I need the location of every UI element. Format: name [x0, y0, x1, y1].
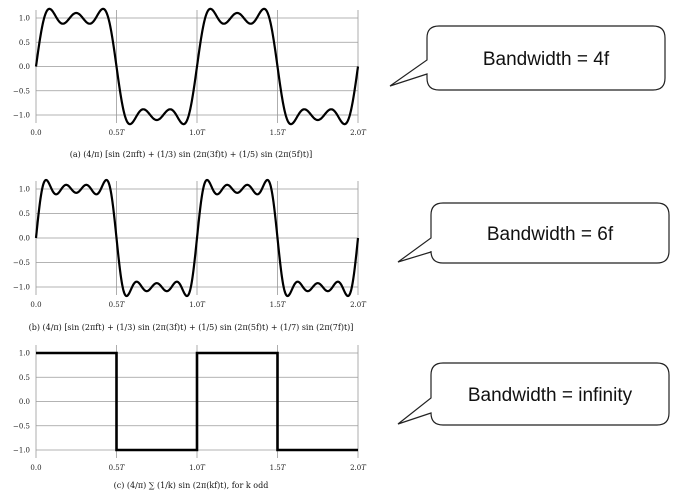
y-tick-label: 0.5	[19, 374, 30, 382]
y-tick-label: −1.0	[13, 284, 30, 292]
y-tick-label: 0.0	[19, 63, 30, 71]
y-tick-label: 0.5	[19, 210, 30, 218]
y-tick-label: −1.0	[13, 112, 30, 120]
chart-panel-2: 1.0 0.5 0.0 −0.5 −1.0 0.0 0.5T 1.0T 1.5T 2.0T (c) …	[13, 345, 367, 490]
x-tick-label: 1.0T	[189, 129, 206, 137]
callout-bubble	[389, 25, 666, 91]
y-tick-label: 0.5	[19, 39, 30, 47]
bandwidth-label: Bandwidth = 4f	[483, 49, 610, 70]
y-tick-label: −1.0	[13, 447, 30, 455]
waveform-line	[36, 351, 358, 452]
y-tick-label: −0.5	[13, 422, 30, 430]
y-tick-label: 0.0	[19, 235, 30, 243]
x-tick-label: 0.0	[30, 129, 41, 137]
callout-bubble	[397, 362, 670, 426]
x-tick-label: 1.5T	[270, 301, 287, 309]
x-tick-label: 2.0T	[350, 464, 367, 472]
y-tick-label: −0.5	[13, 87, 30, 95]
bandwidth-callout: Bandwidth = 6f	[397, 202, 670, 264]
callout-bubble	[397, 202, 670, 264]
x-tick-label: 2.0T	[350, 301, 367, 309]
x-tick-label: 1.0T	[189, 464, 206, 472]
y-tick-label: 0.0	[19, 398, 30, 406]
x-tick-label: 0.5T	[109, 464, 126, 472]
waveform-line	[34, 7, 360, 126]
x-tick-label: 1.0T	[189, 301, 206, 309]
bandwidth-label: Bandwidth = 6f	[487, 224, 614, 245]
x-tick-label: 0.0	[30, 464, 41, 472]
chart-panel-1: 1.0 0.5 0.0 −0.5 −1.0 0.0 0.5T 1.0T 1.5T 2.0T (b) …	[13, 178, 367, 332]
waveform-line	[34, 178, 360, 298]
y-tick-label: 1.0	[19, 186, 30, 194]
chart-caption: (b) (4/π) [sin (2πft) + (1/3) sin (2π(3f…	[29, 323, 354, 332]
chart-caption: (c) (4/π) ∑ (1/k) sin (2π(kf)t), for k o…	[114, 481, 269, 490]
y-tick-label: 1.0	[19, 15, 30, 23]
x-tick-label: 1.5T	[270, 129, 287, 137]
bandwidth-callout: Bandwidth = infinity	[397, 362, 670, 426]
x-tick-label: 0.5T	[109, 301, 126, 309]
chart-caption: (a) (4/π) [sin (2πft) + (1/3) sin (2π(3f…	[70, 150, 313, 159]
y-tick-label: −0.5	[13, 259, 30, 267]
bandwidth-callout: Bandwidth = 4f	[389, 25, 666, 91]
x-tick-label: 2.0T	[350, 129, 367, 137]
x-tick-label: 0.0	[30, 301, 41, 309]
chart-panel-0: 1.0 0.5 0.0 −0.5 −1.0 0.0 0.5T 1.0T 1.5T 2.0T (a) …	[13, 7, 367, 159]
x-tick-label: 1.5T	[270, 464, 287, 472]
bandwidth-label: Bandwidth = infinity	[468, 385, 633, 406]
y-tick-label: 1.0	[19, 350, 30, 358]
x-tick-label: 0.5T	[109, 129, 126, 137]
